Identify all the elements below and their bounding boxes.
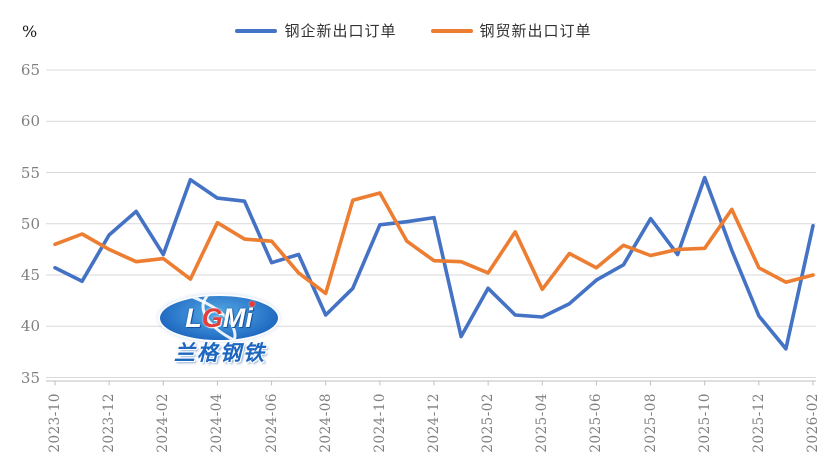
x-tick-label-2025-12: 2025-12 [750,393,767,453]
legend-item-1: 钢贸新出口订单 [430,20,592,41]
x-tick-label-2024-10: 2024-10 [371,393,388,453]
x-tick-label-2025-10: 2025-10 [696,393,713,453]
x-tick-label-2023-12: 2023-12 [101,393,118,453]
legend-label-0: 钢企新出口订单 [284,22,397,40]
logo-letter-g: G [201,302,223,333]
x-tick-label-2023-10: 2023-10 [47,393,63,453]
y-tick-label-60: 60 [20,112,40,131]
chart-legend: 钢企新出口订单 钢贸新出口订单 [0,20,827,41]
x-tick-label-2025-08: 2025-08 [642,393,659,453]
y-tick-label-45: 45 [20,266,40,284]
lgmi-logo-subtitle: 兰格钢铁 [174,340,266,365]
x-tick-label-2025-06: 2025-06 [588,393,605,453]
x-tick-label-2025-02: 2025-02 [480,393,497,453]
x-tick-label-2026-02: 2026-02 [805,393,821,453]
y-tick-label-40: 40 [20,317,40,336]
legend-item-0: 钢企新出口订单 [235,20,396,41]
x-tick-label-2024-08: 2024-08 [317,393,334,453]
logo-letter-i: i [245,300,255,333]
legend-swatch-1 [430,28,473,33]
logo-letter-l: L [185,302,202,333]
logo-letter-m: M [222,302,246,333]
logo-i-dot [248,300,255,307]
x-tick-label-2024-06: 2024-06 [263,393,280,453]
series-line-0 [53,175,815,351]
y-tick-label-65: 65 [20,61,40,79]
lgmi-logo-ellipse: LGMi [160,296,278,340]
y-axis-unit-label: % [22,22,38,41]
x-tick-label-2024-04: 2024-04 [209,393,226,453]
y-tick-label-55: 55 [20,163,40,182]
x-tick-label-2025-04: 2025-04 [534,393,551,453]
x-tick-label-2024-02: 2024-02 [155,393,172,453]
x-tick-label-2024-12: 2024-12 [426,393,442,453]
lgmi-watermark: LGMi 兰格钢铁 [157,296,283,368]
legend-label-1: 钢贸新出口订单 [479,22,592,40]
y-tick-label-50: 50 [20,214,40,233]
series-line-1 [53,191,815,296]
legend-swatch-0 [235,28,278,33]
lgmi-logo-text: LGMi [185,300,255,333]
y-tick-label-35: 35 [20,368,40,387]
